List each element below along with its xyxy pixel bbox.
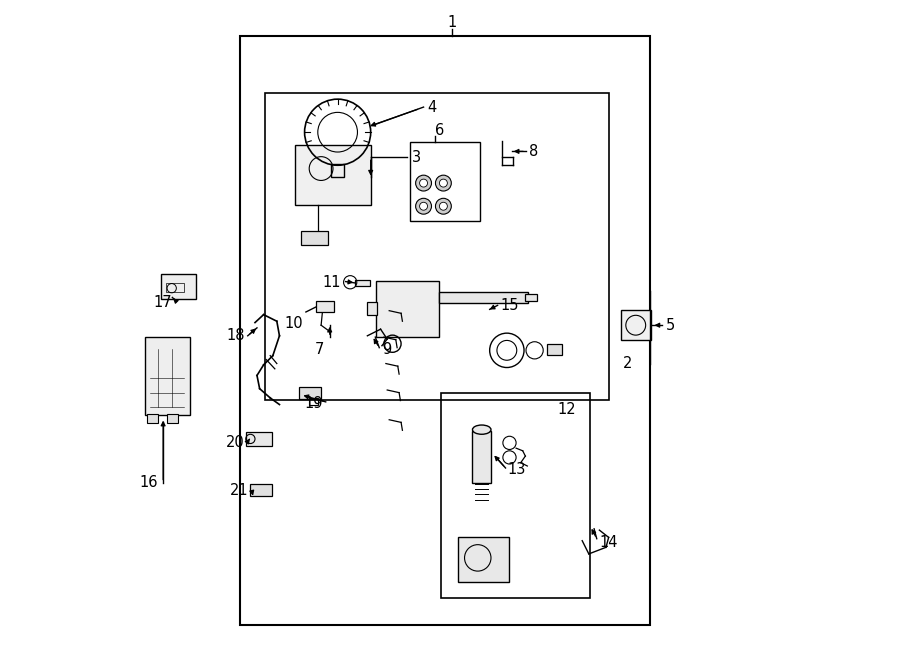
Text: 10: 10 xyxy=(284,317,303,331)
Text: 18: 18 xyxy=(227,329,245,343)
Bar xyxy=(240,36,651,625)
Text: 7: 7 xyxy=(315,342,324,356)
Text: 5: 5 xyxy=(665,318,675,332)
Bar xyxy=(376,281,439,337)
Bar xyxy=(247,432,272,446)
Text: 6: 6 xyxy=(436,124,445,138)
Bar xyxy=(294,145,371,205)
Bar xyxy=(410,142,480,221)
Text: 4: 4 xyxy=(427,100,436,114)
Text: 11: 11 xyxy=(322,276,341,290)
Bar xyxy=(366,302,377,315)
Bar xyxy=(302,231,328,245)
Text: 12: 12 xyxy=(558,403,576,417)
Bar xyxy=(439,292,528,303)
Bar xyxy=(546,344,562,355)
Text: 15: 15 xyxy=(500,298,518,313)
Bar xyxy=(161,274,195,299)
Circle shape xyxy=(419,179,428,187)
Bar xyxy=(300,387,321,399)
Text: 2: 2 xyxy=(623,356,633,371)
Bar xyxy=(525,294,536,301)
Bar xyxy=(265,93,608,400)
Bar xyxy=(317,301,334,312)
Bar xyxy=(250,484,272,496)
Bar xyxy=(148,414,157,423)
Text: 16: 16 xyxy=(140,475,158,490)
Circle shape xyxy=(416,198,431,214)
Text: 19: 19 xyxy=(304,396,323,410)
Text: 17: 17 xyxy=(154,295,173,310)
Bar xyxy=(166,283,184,292)
Text: 13: 13 xyxy=(508,462,526,477)
Bar xyxy=(458,537,509,582)
Text: 3: 3 xyxy=(412,150,421,165)
Text: 14: 14 xyxy=(599,535,618,549)
Bar xyxy=(309,398,318,405)
Bar xyxy=(620,310,651,340)
Bar xyxy=(331,164,344,177)
Bar xyxy=(145,337,190,415)
Bar xyxy=(441,393,590,598)
Text: 9: 9 xyxy=(382,342,392,356)
Circle shape xyxy=(436,198,451,214)
Bar xyxy=(472,431,491,483)
Circle shape xyxy=(439,179,447,187)
Circle shape xyxy=(419,202,428,210)
Bar xyxy=(167,414,177,423)
Bar xyxy=(356,280,370,286)
Text: 1: 1 xyxy=(447,15,456,30)
Text: 20: 20 xyxy=(226,436,245,450)
Text: 8: 8 xyxy=(529,144,538,159)
Text: 21: 21 xyxy=(230,483,248,498)
Circle shape xyxy=(436,175,451,191)
Circle shape xyxy=(416,175,431,191)
Circle shape xyxy=(439,202,447,210)
Ellipse shape xyxy=(472,425,491,434)
Bar xyxy=(473,547,490,555)
